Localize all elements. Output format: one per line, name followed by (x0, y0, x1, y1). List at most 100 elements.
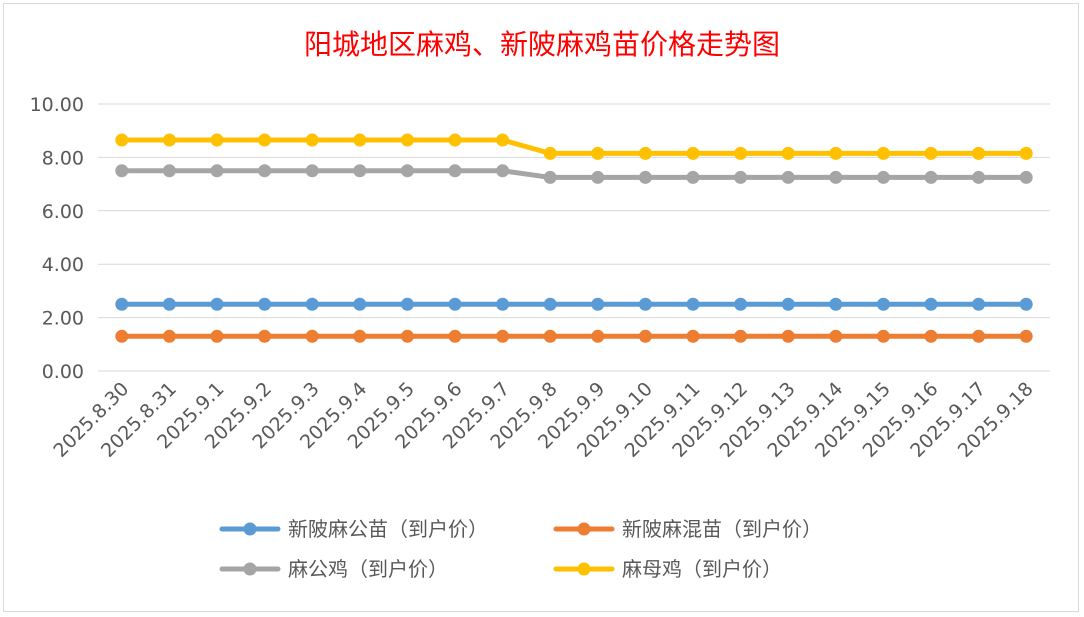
data-point (591, 329, 605, 343)
data-point (305, 164, 319, 178)
data-point (924, 170, 938, 184)
data-point (448, 329, 462, 343)
y-tick-label: 6.00 (42, 201, 84, 223)
data-point (400, 297, 414, 311)
data-point (876, 170, 890, 184)
data-point (876, 146, 890, 160)
legend-marker (577, 562, 591, 576)
legend-marker (243, 522, 257, 536)
data-point (734, 329, 748, 343)
series (115, 133, 1033, 160)
data-point (162, 164, 176, 178)
data-point (400, 164, 414, 178)
data-point (305, 329, 319, 343)
data-point (924, 146, 938, 160)
legend-entry: 麻公鸡（到户价） (219, 557, 448, 581)
data-point (781, 297, 795, 311)
data-point (972, 329, 986, 343)
data-point (734, 146, 748, 160)
data-point (924, 329, 938, 343)
data-point (876, 297, 890, 311)
series-lines (115, 133, 1033, 343)
data-point (496, 164, 510, 178)
data-point (686, 329, 700, 343)
data-point (543, 170, 557, 184)
y-axis-tick-labels: 0.00 2.00 4.00 6.00 8.00 10.00 (30, 94, 84, 383)
y-tick-label: 10.00 (30, 94, 84, 116)
data-point (210, 133, 224, 147)
data-point (353, 297, 367, 311)
data-point (258, 133, 272, 147)
data-point (496, 133, 510, 147)
data-point (924, 297, 938, 311)
data-point (543, 146, 557, 160)
legend-label: 新陂麻混苗（到户价） (622, 517, 822, 541)
data-point (448, 164, 462, 178)
data-point (1019, 329, 1033, 343)
legend-entry: 新陂麻公苗（到户价） (219, 517, 488, 541)
y-tick-label: 0.00 (42, 361, 84, 383)
data-point (400, 329, 414, 343)
data-point (115, 297, 129, 311)
data-point (829, 146, 843, 160)
data-point (591, 170, 605, 184)
series (115, 297, 1033, 311)
data-point (543, 297, 557, 311)
data-point (638, 170, 652, 184)
data-point (258, 329, 272, 343)
data-point (258, 164, 272, 178)
data-point (686, 297, 700, 311)
data-point (876, 329, 890, 343)
legend-marker (577, 522, 591, 536)
series-line (119, 137, 1029, 156)
y-tick-label: 2.00 (42, 308, 84, 330)
data-point (591, 146, 605, 160)
data-point (972, 297, 986, 311)
data-point (353, 164, 367, 178)
data-point (686, 170, 700, 184)
data-point (972, 146, 986, 160)
data-point (781, 170, 795, 184)
data-point (638, 329, 652, 343)
data-point (972, 170, 986, 184)
data-point (210, 297, 224, 311)
data-point (496, 297, 510, 311)
legend-entry: 麻母鸡（到户价） (553, 557, 782, 581)
data-point (734, 297, 748, 311)
series (115, 164, 1033, 184)
data-point (162, 329, 176, 343)
legend-label: 麻母鸡（到户价） (622, 557, 782, 581)
y-tick-label: 4.00 (42, 254, 84, 276)
legend-label: 麻公鸡（到户价） (288, 557, 448, 581)
data-point (781, 146, 795, 160)
data-point (1019, 170, 1033, 184)
data-point (115, 133, 129, 147)
gridlines (98, 103, 1050, 372)
data-point (400, 133, 414, 147)
data-point (210, 164, 224, 178)
legend-entry: 新陂麻混苗（到户价） (553, 517, 822, 541)
data-point (115, 164, 129, 178)
data-point (162, 297, 176, 311)
data-point (353, 329, 367, 343)
data-point (1019, 297, 1033, 311)
data-point (1019, 146, 1033, 160)
data-point (638, 146, 652, 160)
data-point (305, 297, 319, 311)
y-tick-label: 8.00 (42, 147, 84, 169)
data-point (638, 297, 652, 311)
data-point (448, 133, 462, 147)
data-point (210, 329, 224, 343)
x-axis-tick-labels: 2025.8.302025.8.312025.9.12025.9.22025.9… (49, 378, 1037, 462)
legend: 新陂麻公苗（到户价） 新陂麻混苗（到户价） 麻公鸡（到户价） 麻母鸡（到户价） (219, 517, 822, 581)
data-point (115, 329, 129, 343)
data-point (448, 297, 462, 311)
data-point (258, 297, 272, 311)
data-point (829, 297, 843, 311)
data-point (496, 329, 510, 343)
legend-marker (243, 562, 257, 576)
data-point (829, 170, 843, 184)
legend-label: 新陂麻公苗（到户价） (288, 517, 488, 541)
data-point (353, 133, 367, 147)
